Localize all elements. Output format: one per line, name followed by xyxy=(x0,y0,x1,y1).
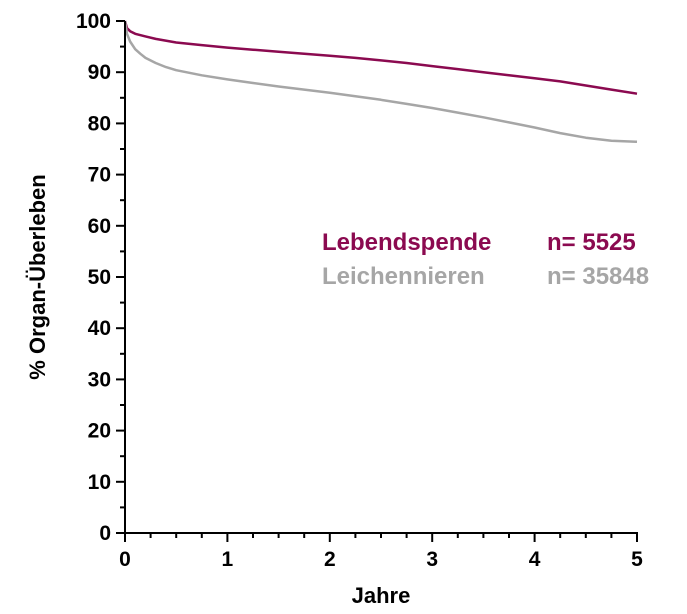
y-tick-label: 50 xyxy=(88,266,111,289)
x-tick-label: 5 xyxy=(631,548,643,571)
x-tick-label: 1 xyxy=(222,548,234,571)
series-lines xyxy=(123,20,638,144)
x-tick-label: 3 xyxy=(426,548,438,571)
y-tick-label: 40 xyxy=(88,317,111,340)
y-axis-ticks: 0 10 20 30 40 50 60 70 80 90 100 xyxy=(76,10,125,545)
y-axis-title: % Organ-Überleben xyxy=(25,174,50,379)
y-tick-label: 20 xyxy=(88,420,111,443)
legend-label-leichennieren: Leichennieren xyxy=(322,263,485,290)
y-tick-label: 10 xyxy=(88,471,111,494)
x-tick-label: 2 xyxy=(324,548,336,571)
x-tick-label: 0 xyxy=(119,548,131,571)
y-tick-label: 90 xyxy=(88,61,111,84)
series-line-leichennieren xyxy=(123,20,638,144)
y-tick-label: 60 xyxy=(88,215,111,238)
legend-count-leichennieren: n= 35848 xyxy=(547,263,649,290)
y-tick-label: 70 xyxy=(88,164,111,187)
y-tick-label: 30 xyxy=(88,368,111,391)
x-axis-title: Jahre xyxy=(352,583,411,608)
y-tick-label: 80 xyxy=(88,112,111,135)
legend-label-lebendspende: Lebendspende xyxy=(322,229,491,256)
legend-count-lebendspende: n= 5525 xyxy=(547,229,636,256)
x-tick-label: 4 xyxy=(529,548,541,571)
legend: Lebendspende n= 5525 Leichennieren n= 35… xyxy=(322,229,649,290)
series-line-lebendspende xyxy=(123,20,638,95)
y-tick-label: 0 xyxy=(99,522,111,545)
x-axis-ticks: 0 1 2 3 4 5 xyxy=(119,533,643,571)
y-tick-label: 100 xyxy=(76,10,111,33)
